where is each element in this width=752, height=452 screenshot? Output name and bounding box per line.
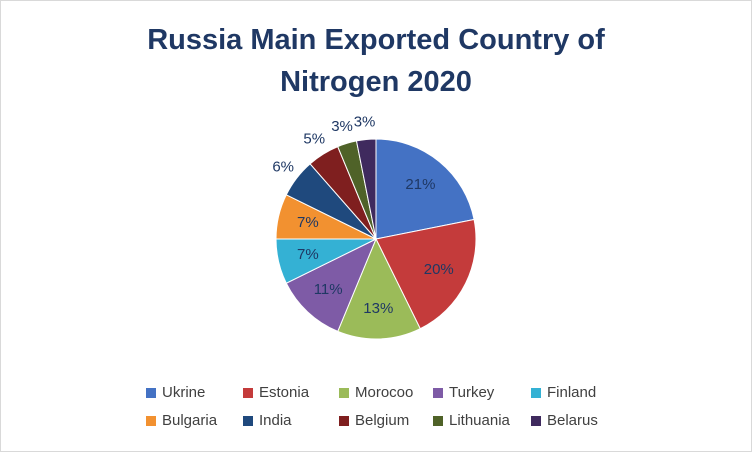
legend-label: Belarus <box>547 412 598 429</box>
data-label: 7% <box>297 214 319 231</box>
legend-swatch <box>531 416 541 426</box>
legend-swatch <box>531 388 541 398</box>
data-label: 13% <box>363 300 393 317</box>
legend-swatch <box>243 416 253 426</box>
legend-label: Finland <box>547 384 596 401</box>
chart-title: Russia Main Exported Country of Nitrogen… <box>147 24 605 98</box>
legend-label: Morocoo <box>355 384 413 401</box>
pie-slice <box>375 218 477 330</box>
data-label: 6% <box>272 159 294 176</box>
pie-slice <box>355 138 377 240</box>
legend-swatch <box>433 388 443 398</box>
legend-swatch <box>339 388 349 398</box>
pie-slice <box>375 138 475 240</box>
legend-label: Estonia <box>259 384 310 401</box>
data-label: 11% <box>314 281 343 298</box>
legend-label: Ukrine <box>162 384 205 401</box>
legend-swatch <box>146 388 156 398</box>
legend-label: Turkey <box>449 384 495 401</box>
legend-label: India <box>259 412 292 429</box>
legend-label: Bulgaria <box>162 412 218 429</box>
legend-swatch <box>433 416 443 426</box>
legend-label: Lithuania <box>449 412 511 429</box>
legend-swatch <box>339 416 349 426</box>
data-label: 20% <box>424 261 454 278</box>
legend-swatch <box>146 416 156 426</box>
pie-slice <box>285 237 377 333</box>
legend-swatch <box>243 388 253 398</box>
data-label: 5% <box>303 131 325 148</box>
pie-slice <box>337 237 421 340</box>
data-label: 21% <box>405 176 435 193</box>
legend-label: Belgium <box>355 412 409 429</box>
data-label: 7% <box>297 246 319 263</box>
data-label: 3% <box>331 118 353 135</box>
data-label: 3% <box>354 114 376 131</box>
